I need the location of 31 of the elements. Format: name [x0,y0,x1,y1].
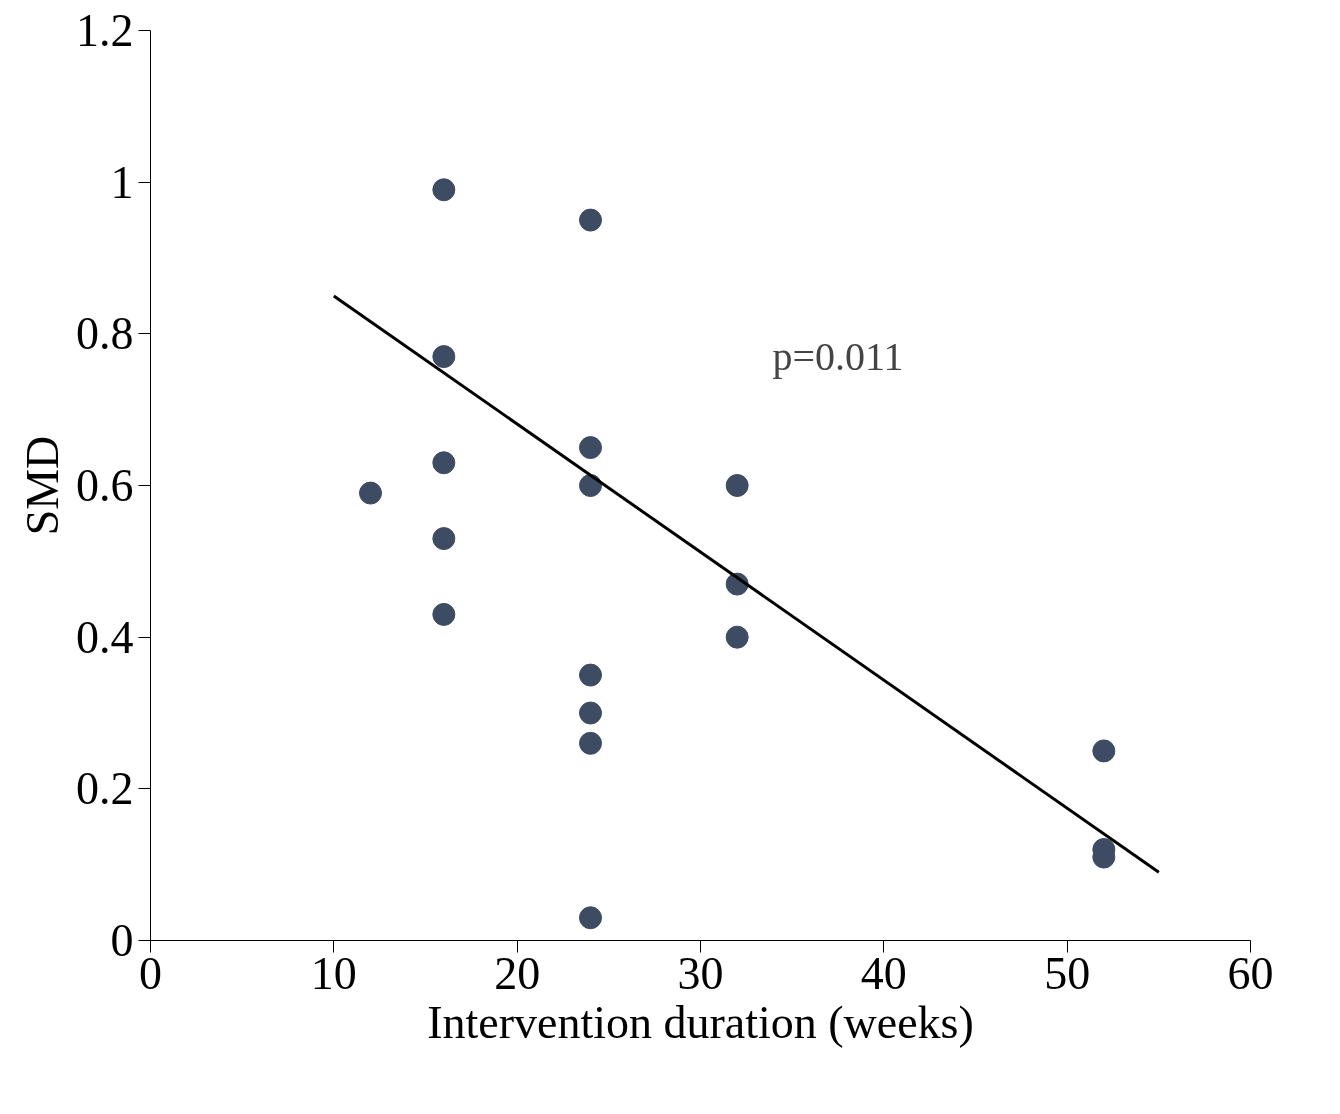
x-tick-label: 20 [494,947,541,999]
point [359,481,382,505]
y-tick-label: 1.2 [76,5,134,56]
x-axis-title: Intervention duration (weeks) [427,996,974,1048]
point [432,451,456,475]
x-tick-label: 60 [1227,947,1274,999]
x-tick-label: 30 [677,947,724,999]
point [579,701,602,725]
point [432,178,456,202]
y-tick-label: 0.6 [76,460,134,511]
point [579,731,602,755]
point [725,625,749,649]
point [579,663,602,687]
point [432,602,456,626]
y-tick-label: 1 [110,156,134,208]
point [579,906,602,930]
point [579,208,602,232]
y-tick-label: 0.2 [76,763,134,815]
point [725,474,749,497]
point [432,527,456,551]
point [1092,739,1116,763]
point [579,436,602,460]
point [432,345,456,369]
x-tick-label: 50 [1044,947,1091,999]
y-tick-label: 0.8 [76,308,134,360]
y-tick-label: 0.4 [76,611,134,663]
x-tick-label: 10 [310,947,357,999]
y-axis-title: SMD [17,435,68,536]
y-tick-label: 0 [110,915,134,966]
annotation: p=0.011 [772,334,904,380]
x-tick-label: 40 [860,947,907,999]
